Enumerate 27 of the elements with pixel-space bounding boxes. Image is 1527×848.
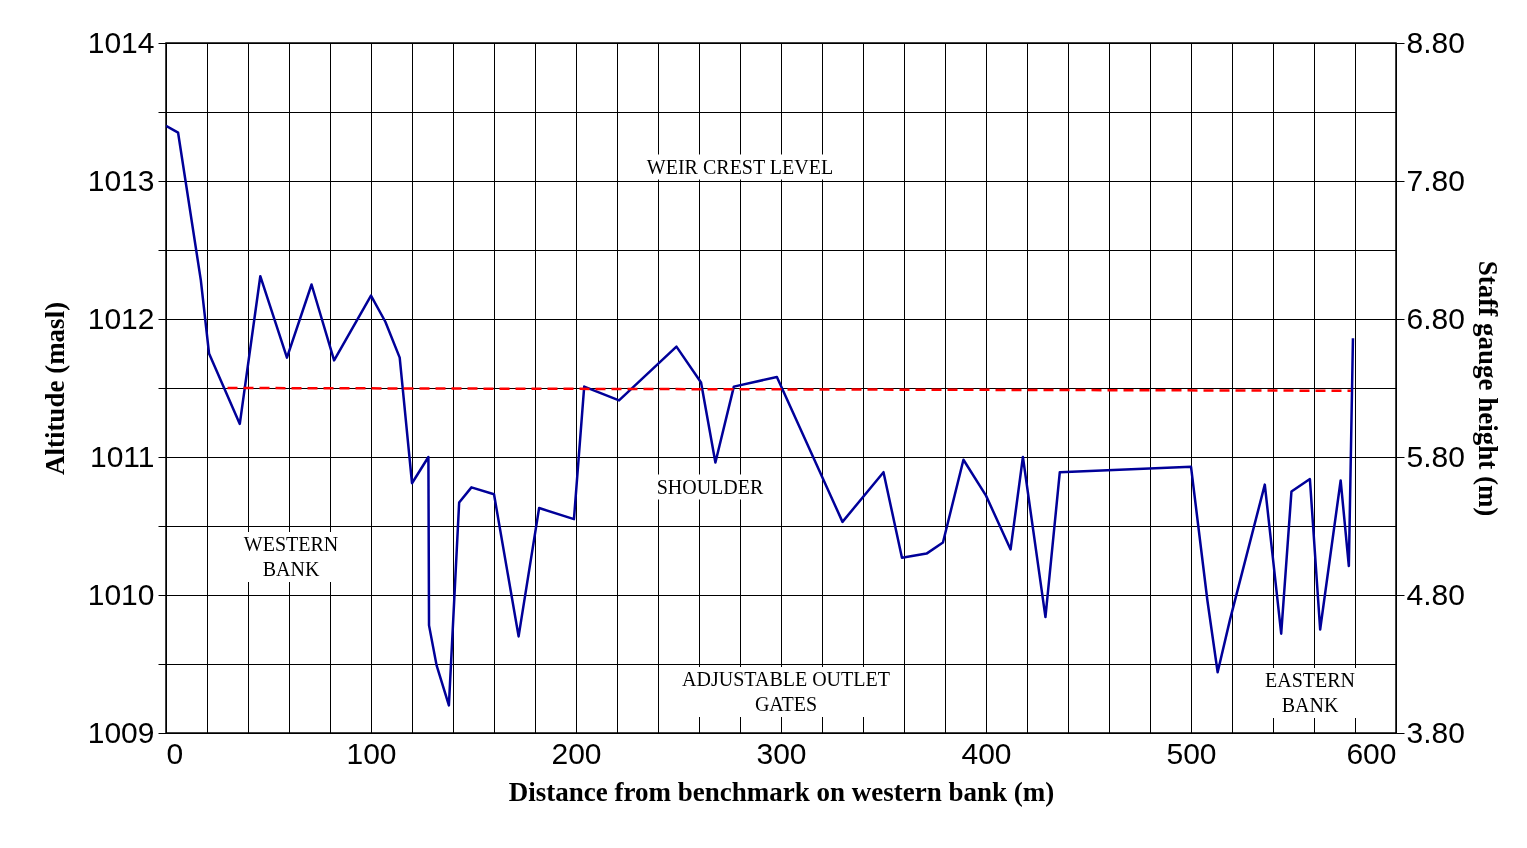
y-axis-title: Altitude (masl) <box>39 301 70 476</box>
y2-tick-label: 4.80 <box>1406 577 1465 611</box>
y2-axis-title: Staff gauge height (m) <box>1472 260 1503 517</box>
y2-tick-label: 5.80 <box>1406 439 1465 473</box>
x-axis-title: Distance from benchmark on western bank (m) <box>508 776 1055 807</box>
annotation: EASTERN BANK <box>1262 668 1358 718</box>
annotation: WESTERN BANK <box>240 532 342 582</box>
x-tick-label: 300 <box>756 736 807 770</box>
y-tick-label: 1013 <box>87 163 155 197</box>
y-tick-label: 1011 <box>89 439 155 473</box>
x-tick-label: 0 <box>166 736 184 770</box>
annotation: WEIR CREST LEVEL <box>643 154 837 180</box>
y-tick-label: 1010 <box>87 577 155 611</box>
annotation: ADJUSTABLE OUTLET GATES <box>679 667 893 717</box>
x-tick-label: 500 <box>1166 736 1217 770</box>
x-tick-label: 600 <box>1346 736 1397 770</box>
y2-tick-label: 6.80 <box>1406 301 1465 335</box>
x-tick-label: 400 <box>961 736 1012 770</box>
y-tick-label: 1009 <box>87 715 155 749</box>
x-tick-label: 200 <box>551 736 602 770</box>
y-tick-label: 1012 <box>87 301 155 335</box>
annotation: SHOULDER <box>653 474 767 500</box>
y2-tick-label: 7.80 <box>1406 163 1465 197</box>
x-tick-label: 100 <box>346 736 397 770</box>
y2-tick-label: 3.80 <box>1406 715 1465 749</box>
y2-tick-label: 8.80 <box>1406 25 1465 59</box>
y-tick-label: 1014 <box>87 25 155 59</box>
